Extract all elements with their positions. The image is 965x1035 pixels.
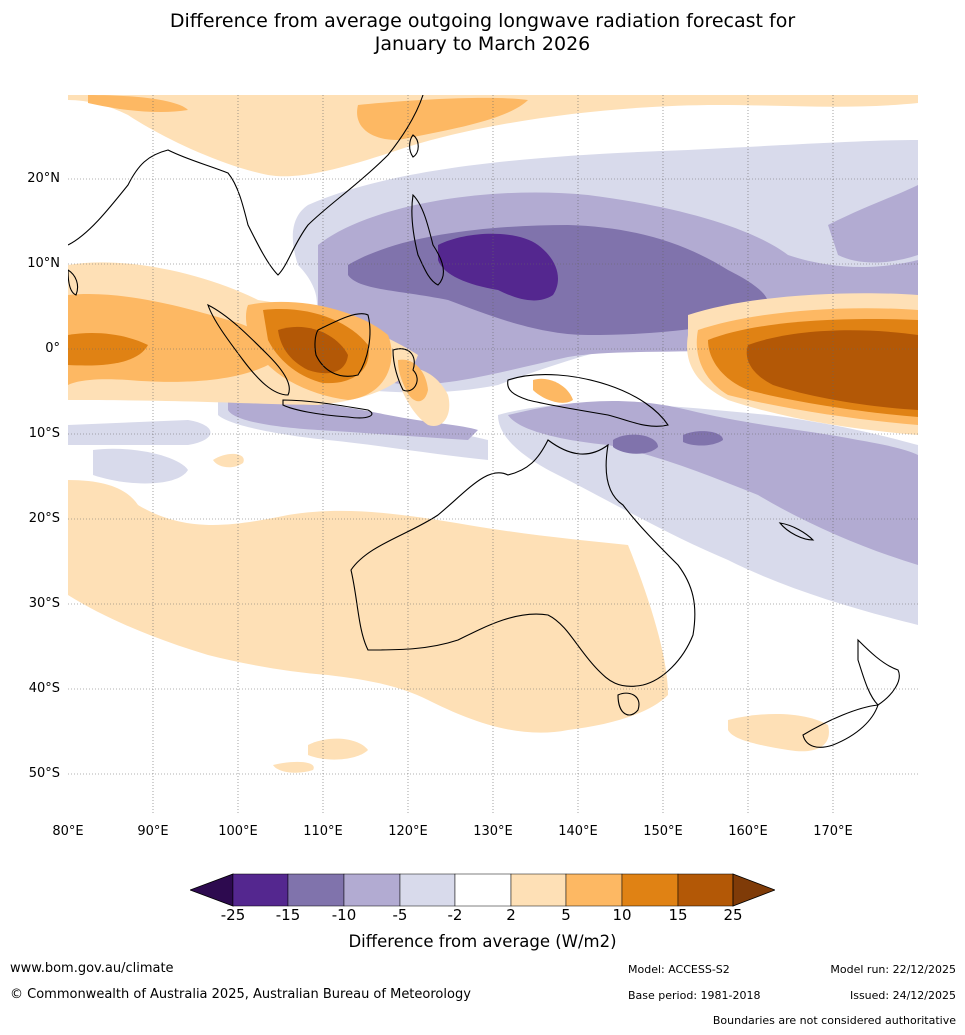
anomaly-fill-brown bbox=[278, 326, 918, 410]
footer-website: www.bom.gov.au/climate bbox=[10, 961, 174, 976]
title-line-2: January to March 2026 bbox=[374, 33, 591, 55]
lat-label-10s: 10°S bbox=[28, 426, 60, 441]
colorbar-bin-7 bbox=[565, 873, 623, 907]
coastline-australia bbox=[350, 439, 696, 687]
colorbar-bin-1 bbox=[232, 873, 289, 907]
coastline-philippines bbox=[411, 193, 444, 286]
coastlines bbox=[68, 95, 900, 748]
colorbar-tick-10: 25 bbox=[723, 906, 743, 924]
colorbar-bin-4 bbox=[399, 873, 456, 907]
colorbar bbox=[190, 873, 775, 907]
colorbar-tick-3: -10 bbox=[331, 906, 357, 924]
lat-label-20n: 20°N bbox=[27, 171, 60, 186]
lon-label-100e: 100°E bbox=[218, 824, 258, 839]
olr-anomaly-map bbox=[68, 95, 918, 815]
lat-label-20s: 20°S bbox=[28, 511, 60, 526]
footer-issued: Issued: 24/12/2025 bbox=[849, 989, 956, 1002]
map-canvas bbox=[68, 95, 918, 815]
colorbar-bin-8 bbox=[621, 873, 679, 907]
graticule bbox=[68, 95, 918, 815]
lat-label-0: 0° bbox=[45, 341, 60, 356]
colorbar-tick-9: 15 bbox=[668, 906, 688, 924]
footer-copyright: © Commonwealth of Australia 2025, Austra… bbox=[10, 987, 471, 1002]
lon-label-150e: 150°E bbox=[643, 824, 683, 839]
coastline-sulawesi bbox=[392, 348, 418, 392]
coastline-taiwan bbox=[409, 134, 419, 158]
lon-label-80e: 80°E bbox=[52, 824, 84, 839]
lon-label-170e: 170°E bbox=[813, 824, 853, 839]
coastline-java bbox=[282, 399, 373, 419]
coastline-new-zealand-south bbox=[802, 704, 879, 748]
footer-model-run: Model run: 22/12/2025 bbox=[830, 963, 956, 976]
coastline-sumatra bbox=[207, 303, 290, 396]
coastline-tasmania bbox=[617, 692, 640, 716]
lon-label-160e: 160°E bbox=[728, 824, 768, 839]
lon-label-130e: 130°E bbox=[473, 824, 513, 839]
footer-base-period: Base period: 1981-2018 bbox=[628, 989, 761, 1002]
colorbar-extend-high bbox=[732, 873, 775, 907]
lon-label-90e: 90°E bbox=[137, 824, 169, 839]
lon-label-120e: 120°E bbox=[388, 824, 428, 839]
colorbar-bin-2 bbox=[287, 873, 345, 907]
coastline-new-zealand-north bbox=[857, 638, 900, 706]
colorbar-tick-8: 10 bbox=[612, 906, 632, 924]
lat-label-50s: 50°S bbox=[28, 766, 60, 781]
anomaly-fill-deep-purple bbox=[438, 233, 558, 301]
lat-label-30s: 30°S bbox=[28, 596, 60, 611]
coastline-asia-mainland bbox=[68, 95, 424, 276]
coastline-sri-lanka bbox=[68, 269, 79, 296]
chart-title: Difference from average outgoing longwav… bbox=[0, 10, 965, 56]
colorbar-bin-9 bbox=[677, 873, 734, 907]
colorbar-bin-3 bbox=[343, 873, 401, 907]
lat-label-40s: 40°S bbox=[28, 681, 60, 696]
lon-label-110e: 110°E bbox=[303, 824, 343, 839]
colorbar-title: Difference from average (W/m2) bbox=[348, 932, 617, 951]
colorbar-extend-low bbox=[190, 873, 234, 907]
colorbar-bin-6 bbox=[510, 873, 567, 907]
footer-disclaimer: Boundaries are not considered authoritat… bbox=[712, 1014, 956, 1027]
colorbar-tick-6: 2 bbox=[506, 906, 516, 924]
coastline-borneo bbox=[314, 313, 371, 377]
colorbar-tick-7: 5 bbox=[561, 906, 571, 924]
colorbar-tick-2: -15 bbox=[275, 906, 301, 924]
coastline-new-caledonia bbox=[778, 522, 815, 541]
lat-label-10n: 10°N bbox=[27, 256, 60, 271]
colorbar-bin-5 bbox=[454, 873, 512, 907]
colorbar-tick-5: -2 bbox=[447, 906, 463, 924]
footer-model: Model: ACCESS-S2 bbox=[628, 963, 730, 976]
coastline-new-guinea bbox=[507, 374, 669, 427]
title-line-1: Difference from average outgoing longwav… bbox=[169, 10, 796, 32]
colorbar-tick-1: -25 bbox=[220, 906, 246, 924]
colorbar-tick-4: -5 bbox=[392, 906, 408, 924]
lon-label-140e: 140°E bbox=[558, 824, 598, 839]
